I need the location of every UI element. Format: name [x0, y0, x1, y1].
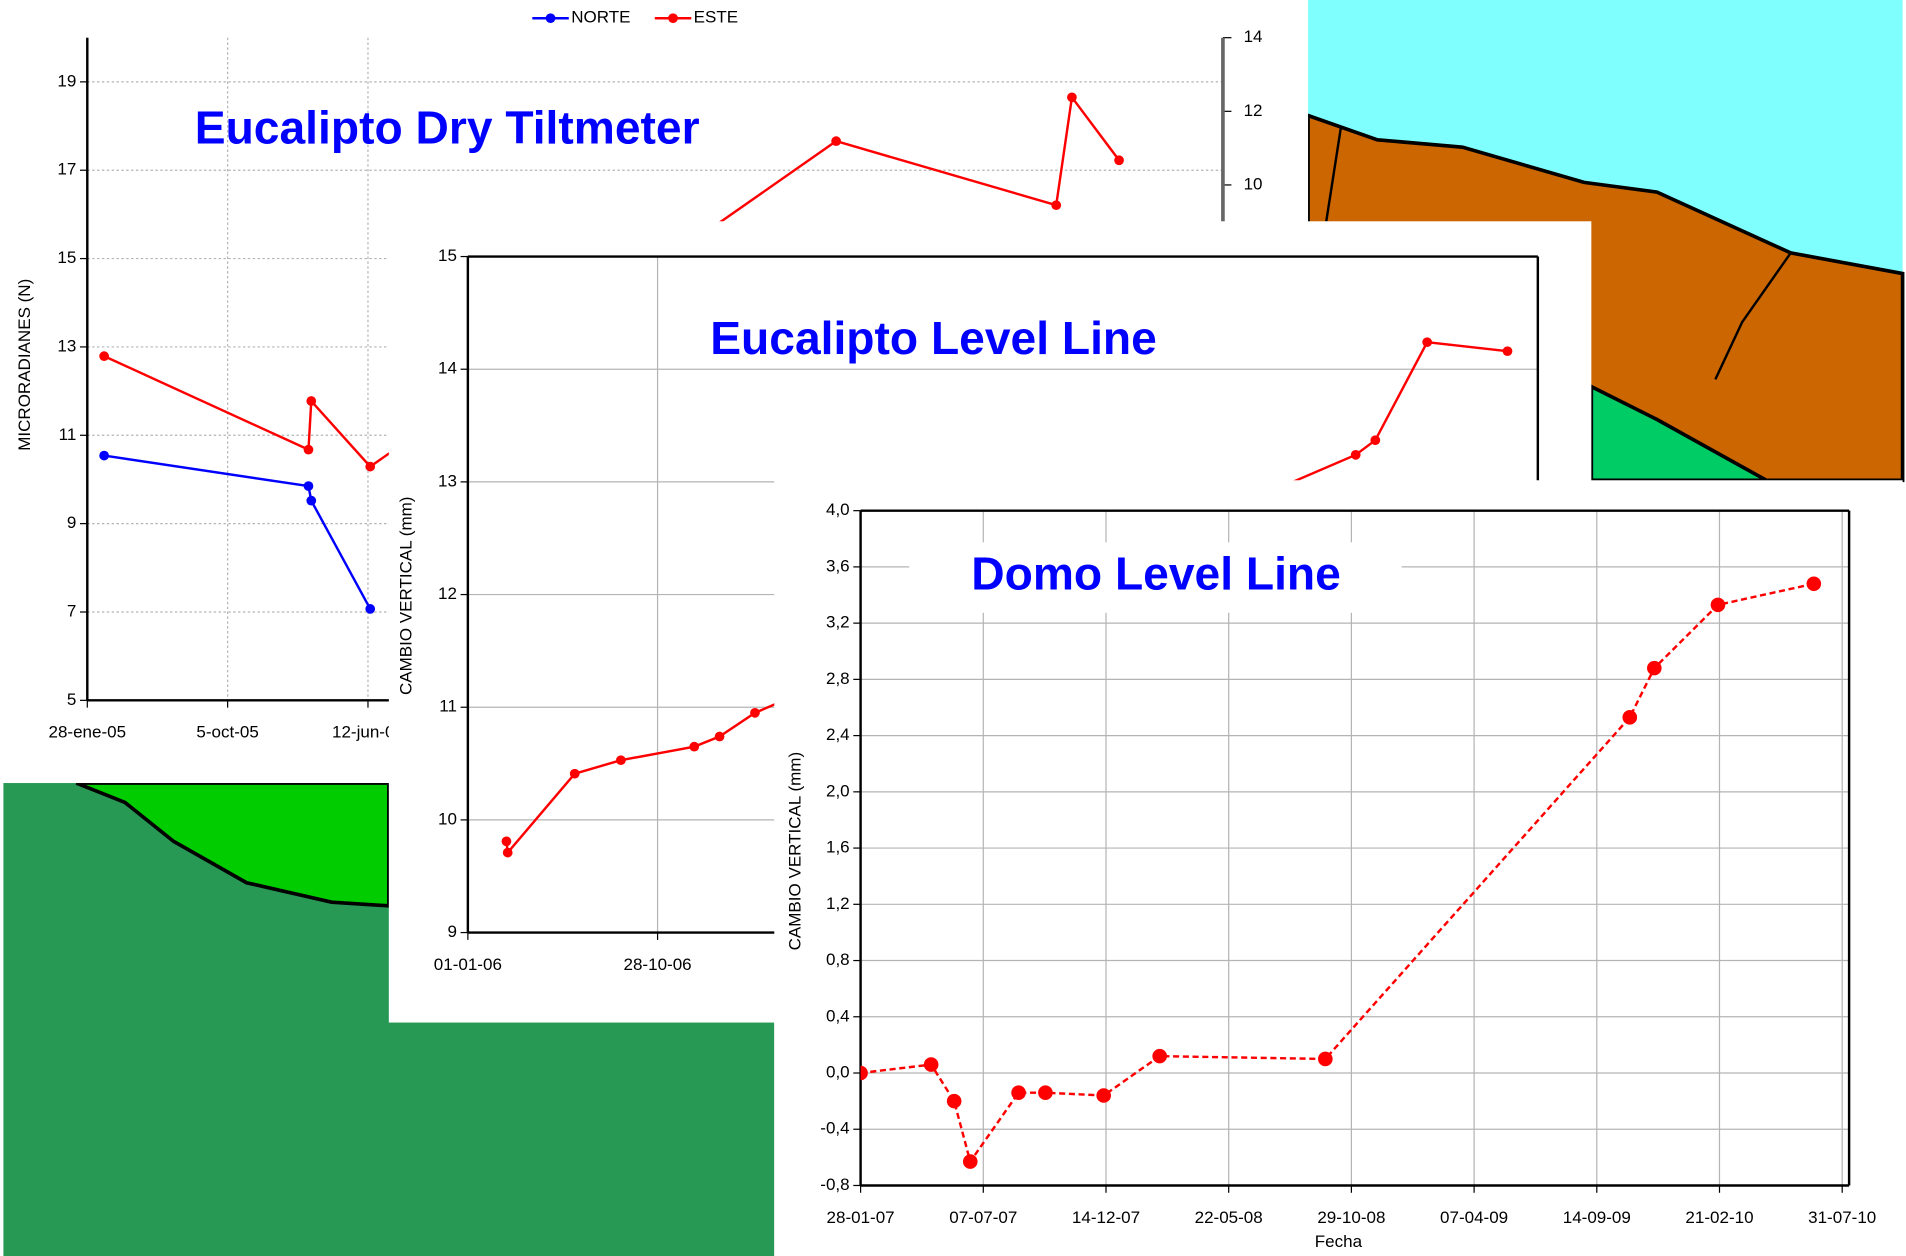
legend-label: NORTE [571, 8, 630, 27]
y-tick-label: 0,0 [826, 1063, 850, 1082]
data-point [962, 1154, 978, 1169]
data-point [1350, 449, 1361, 460]
data-point [365, 461, 376, 472]
y-tick-label: 3,2 [826, 613, 850, 632]
y-tick-label: 12 [438, 584, 457, 603]
data-point [502, 847, 513, 858]
data-point [1318, 1051, 1333, 1067]
y-tick-label: 17 [57, 160, 76, 179]
series-layer [860, 576, 1822, 1169]
data-point [1096, 1088, 1111, 1103]
y-tick-label: -0,4 [820, 1119, 849, 1138]
x-tick-label: 28-10-06 [624, 955, 692, 974]
x-tick-label: 14-09-09 [1563, 1208, 1631, 1227]
x-tick-label: 21-02-10 [1685, 1208, 1753, 1227]
data-point [1710, 597, 1726, 613]
y2-tick-label: 12 [1244, 101, 1263, 120]
y-axis-label: MICRORADIANES (N) [15, 279, 34, 451]
y-tick-label: 3,6 [826, 556, 850, 575]
title-background [909, 542, 1402, 613]
y-tick-label: 9 [447, 922, 456, 941]
data-point [1422, 337, 1433, 348]
data-point [1038, 1085, 1053, 1100]
y-tick-label: 19 [57, 71, 76, 90]
y-tick-label: 1,6 [826, 838, 850, 857]
x-tick-label: 01-01-06 [434, 955, 502, 974]
y-tick-label: 14 [438, 359, 457, 378]
x-tick-label: 29-10-08 [1317, 1208, 1385, 1227]
x-axis-label: Fecha [1315, 1232, 1363, 1251]
map-crack [1325, 127, 1343, 222]
chart-title: Eucalipto Dry Tiltmeter [195, 102, 700, 154]
data-point [501, 836, 512, 847]
y-tick-label: 0,8 [826, 950, 850, 969]
data-point [750, 708, 760, 718]
data-point [303, 481, 314, 491]
data-point [1114, 155, 1124, 166]
y-tick-label: 15 [57, 248, 76, 267]
y-tick-label: 13 [57, 336, 76, 355]
y-tick-label: 5 [67, 690, 76, 709]
data-point [860, 1065, 868, 1081]
series-layer [501, 337, 1513, 858]
x-tick-label: 07-07-07 [949, 1208, 1017, 1227]
y-tick-label: 13 [438, 471, 457, 490]
chart-title: Domo Level Line [971, 548, 1341, 600]
y-tick-label: 10 [438, 809, 457, 828]
y-tick-label: -0,8 [820, 1175, 849, 1194]
y2-tick-label: 14 [1244, 27, 1263, 46]
y-axis-label: CAMBIO VERTICAL (mm) [397, 497, 416, 696]
data-point [946, 1093, 962, 1109]
data-point [714, 731, 725, 742]
data-point [1051, 200, 1062, 211]
y-tick-label: 2,0 [826, 781, 850, 800]
legend-label: ESTE [694, 8, 738, 27]
y-tick-label: 2,8 [826, 669, 850, 688]
y-tick-label: 2,4 [826, 725, 850, 744]
data-point [1011, 1085, 1026, 1100]
data-point [1067, 92, 1077, 103]
y-tick-label: 4,0 [826, 500, 850, 519]
data-point [831, 136, 842, 147]
legend-marker [545, 13, 556, 24]
data-point [923, 1057, 939, 1072]
data-point [99, 450, 110, 461]
series-line [103, 454, 372, 610]
data-point [365, 604, 376, 614]
data-point [1370, 435, 1381, 446]
x-tick-label: 31-07-10 [1808, 1208, 1876, 1227]
legend-marker [668, 13, 678, 24]
map-crack [1714, 252, 1792, 380]
data-point [1806, 576, 1822, 592]
chart-title: Eucalipto Level Line [710, 312, 1157, 364]
data-point [569, 768, 580, 779]
x-tick-label: 22-05-08 [1195, 1208, 1263, 1227]
y-tick-label: 0,4 [826, 1006, 850, 1025]
data-point [99, 351, 110, 361]
data-point [1152, 1048, 1167, 1064]
data-point [1502, 346, 1513, 357]
data-point [1647, 660, 1662, 676]
y-tick-label: 11 [59, 425, 77, 444]
y-tick-label: 11 [439, 697, 457, 716]
y-tick-label: 1,2 [826, 894, 850, 913]
x-tick-label: 12-jun-06 [332, 723, 404, 742]
data-point [689, 741, 700, 752]
data-point [306, 396, 317, 406]
data-point [303, 444, 314, 455]
x-tick-label: 5-oct-05 [196, 723, 258, 742]
x-tick-label: 28-01-07 [827, 1208, 895, 1227]
data-point [616, 755, 626, 766]
x-tick-label: 28-ene-05 [49, 723, 127, 742]
y-axis-label: CAMBIO VERTICAL (mm) [786, 752, 805, 951]
y-tick-label: 9 [67, 513, 76, 532]
data-point [1622, 710, 1638, 725]
y-tick-label: 7 [67, 601, 76, 620]
data-point [306, 495, 317, 506]
y2-tick-label: 10 [1244, 174, 1263, 193]
x-tick-label: 07-04-09 [1440, 1208, 1508, 1227]
x-tick-label: 14-12-07 [1072, 1208, 1140, 1227]
y-tick-label: 15 [438, 246, 457, 265]
